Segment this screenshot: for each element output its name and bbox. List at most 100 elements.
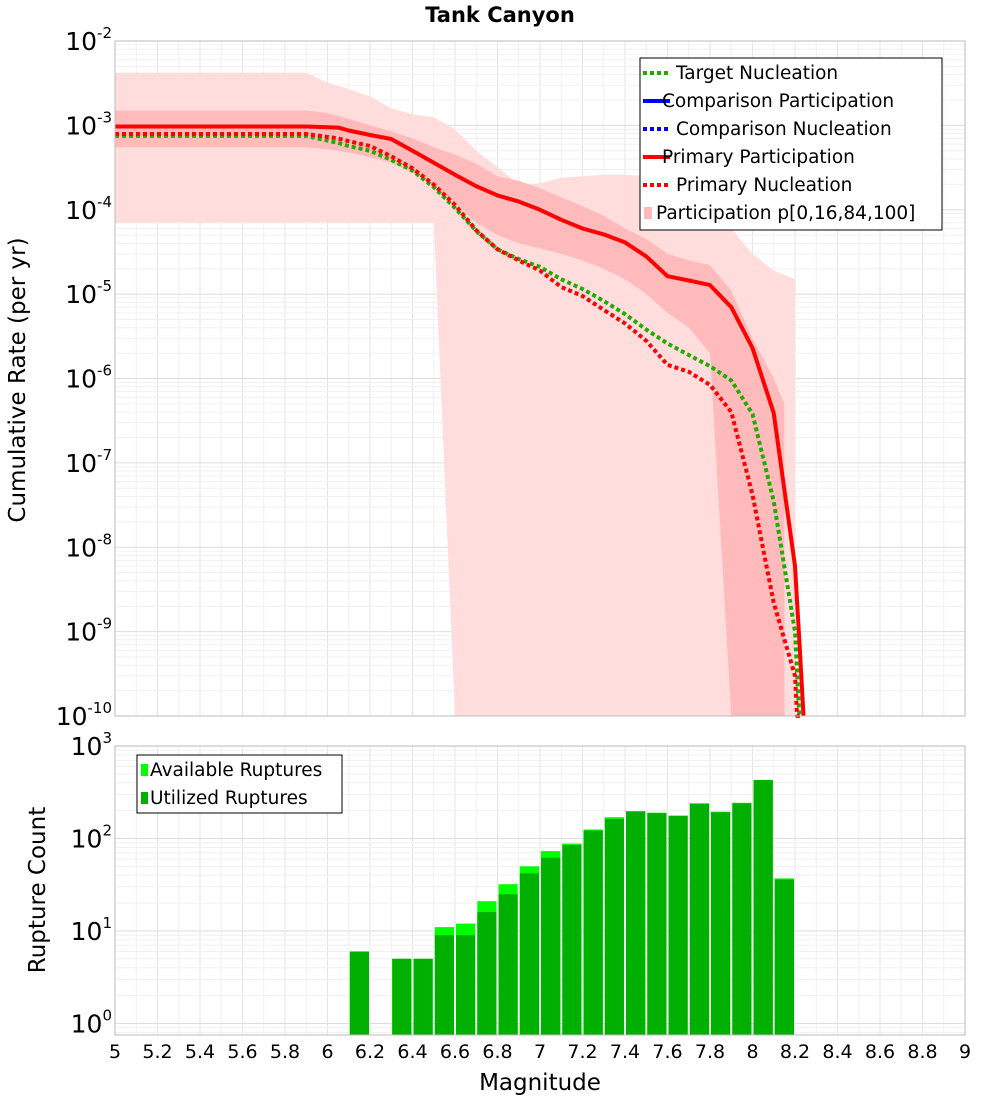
utilized-ruptures-bar	[626, 811, 646, 1035]
x-tick-label: 8.8	[907, 1041, 937, 1063]
rate-y-ticks: 10-2 10-3 10-4 10-5 10-6 10-7 10-8 10-9 10-10	[56, 24, 112, 731]
utilized-ruptures-bar	[732, 803, 752, 1035]
x-tick-label: 5	[109, 1041, 121, 1063]
utilized-ruptures-bar	[434, 935, 454, 1035]
utilized-ruptures-bar	[604, 818, 624, 1035]
rate-plot-frame	[114, 40, 966, 717]
x-tick-label: 7.8	[695, 1041, 725, 1063]
target-nucleation-line	[115, 133, 802, 717]
rate-plot: 10-2 10-3 10-4 10-5 10-6 10-7 10-8 10-9 10-10 Cu…	[5, 24, 966, 731]
x-tick-label: 8.6	[865, 1041, 895, 1063]
legend-swatch-bar	[141, 764, 148, 776]
y-tick-label: 10-4	[65, 193, 112, 225]
y-tick-exponent: 1	[102, 914, 112, 932]
y-tick-exponent: 2	[102, 822, 112, 840]
utilized-ruptures-bar	[689, 803, 710, 1035]
count-plot-frame	[114, 745, 966, 1036]
utilized-ruptures-bar	[392, 958, 412, 1035]
x-tick-label: 5.4	[185, 1041, 215, 1063]
x-tick-label: 6.6	[440, 1041, 470, 1063]
primary-participation-line	[115, 124, 806, 717]
legend-entry-label: Comparison Participation	[662, 91, 894, 112]
count-legend-box	[136, 754, 343, 814]
rate-bands	[115, 72, 795, 717]
y-tick-exponent: -2	[97, 24, 112, 42]
utilized-ruptures-bar	[519, 873, 540, 1035]
rate-lines	[115, 124, 806, 718]
x-tick-label: 8.2	[780, 1041, 810, 1063]
y-tick-label: 10-9	[65, 615, 112, 647]
y-tick-label: 10-10	[56, 699, 112, 731]
x-tick-label: 7.4	[610, 1041, 640, 1063]
y-tick-label: 10-3	[65, 108, 112, 140]
count-legend: Available Ruptures Utilized Ruptures	[136, 754, 343, 814]
utilized-ruptures-bar	[774, 879, 794, 1035]
y-tick-exponent: -7	[97, 446, 112, 464]
legend-entry-label: Primary Nucleation	[676, 175, 852, 196]
rate-y-axis-label: Cumulative Rate (per yr)	[5, 237, 31, 522]
utilized-ruptures-bar	[349, 951, 369, 1035]
legend-entry-label: Comparison Nucleation	[676, 119, 892, 140]
legend-swatch-bar	[141, 792, 148, 804]
y-tick-label: 101	[71, 914, 112, 946]
y-tick-label: 100	[71, 1006, 112, 1038]
count-y-axis-label: Rupture Count	[25, 807, 51, 973]
y-tick-label: 10-6	[65, 362, 112, 394]
utilized-ruptures-bar	[477, 912, 497, 1035]
y-tick-exponent: -4	[97, 193, 112, 211]
x-tick-label: 6.4	[397, 1041, 427, 1063]
x-tick-label: 5.8	[270, 1041, 300, 1063]
x-ticks: 5 5.2 5.4 5.6 5.8 6 6.2 6.4 6.6 6.8 7 7.2 7.4 7.6 7.8 8…	[109, 1041, 971, 1063]
x-axis-label: Magnitude	[479, 1070, 601, 1096]
y-tick-label: 10-5	[65, 277, 112, 309]
y-tick-exponent: 3	[102, 729, 112, 747]
utilized-ruptures-bar	[498, 894, 518, 1035]
utilized-ruptures-bar	[456, 935, 476, 1035]
y-tick-label: 10-7	[65, 446, 112, 478]
legend-entry-label: Target Nucleation	[675, 63, 838, 84]
x-tick-label: 9	[959, 1041, 971, 1063]
legend-entry-label: Primary Participation	[662, 147, 855, 168]
x-tick-label: 5.6	[227, 1041, 257, 1063]
x-tick-label: 7	[534, 1041, 546, 1063]
y-tick-exponent: -3	[97, 108, 112, 126]
utilized-ruptures-bar	[583, 830, 603, 1035]
y-tick-label: 102	[71, 822, 112, 854]
x-tick-label: 6.8	[482, 1041, 512, 1063]
y-tick-exponent: -9	[97, 615, 112, 633]
x-tick-label: 5.2	[142, 1041, 172, 1063]
x-tick-label: 8.4	[822, 1041, 852, 1063]
utilized-ruptures-bar	[668, 816, 688, 1035]
x-tick-label: 7.2	[567, 1041, 597, 1063]
y-tick-label: 103	[71, 729, 112, 761]
y-tick-label: 10-8	[65, 530, 112, 562]
utilized-ruptures-bar	[647, 813, 667, 1035]
y-tick-exponent: -6	[97, 362, 112, 380]
chart-title: Tank Canyon	[425, 3, 575, 27]
y-tick-exponent: -5	[97, 277, 112, 295]
utilized-ruptures-bar	[562, 845, 582, 1035]
y-tick-exponent: -10	[88, 699, 113, 717]
rate-legend: Target Nucleation Comparison Participatio…	[639, 57, 943, 231]
rate-legend-box	[639, 57, 943, 231]
y-tick-label: 10-2	[65, 24, 112, 56]
x-tick-label: 6.2	[355, 1041, 385, 1063]
count-bars	[349, 779, 794, 1035]
legend-swatch-band	[644, 207, 652, 219]
utilized-ruptures-bar	[753, 780, 773, 1035]
x-tick-label: 6	[321, 1041, 333, 1063]
utilized-ruptures-bar	[711, 812, 731, 1035]
x-tick-label: 7.6	[652, 1041, 682, 1063]
participation-band-inner	[115, 110, 785, 716]
y-tick-exponent: -8	[97, 530, 112, 548]
utilized-ruptures-bar	[413, 958, 433, 1035]
legend-entry-label: Available Ruptures	[150, 760, 322, 781]
utilized-ruptures-bar	[541, 857, 561, 1035]
legend-entry-label: Participation p[0,16,84,100]	[656, 203, 915, 224]
y-tick-exponent: 0	[102, 1006, 112, 1024]
legend-entry-label: Utilized Ruptures	[150, 788, 308, 809]
x-tick-label: 8	[746, 1041, 758, 1063]
